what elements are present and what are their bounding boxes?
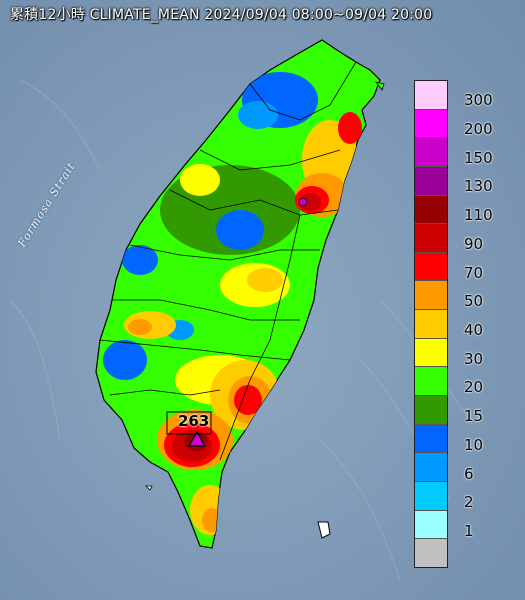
legend-swatch xyxy=(415,510,447,540)
legend-swatch xyxy=(415,539,447,567)
legend-label: 200 xyxy=(464,120,493,139)
legend-label: 130 xyxy=(464,177,493,196)
rain-zone-6 xyxy=(238,101,278,129)
legend-labels: 300 200 150 130 110 90 70 50 40 30 20 15 10 6 2 1 xyxy=(456,80,516,568)
county-boundaries xyxy=(99,61,357,461)
legend-swatch xyxy=(415,338,447,368)
legend-swatch xyxy=(415,81,447,110)
legend-label: 70 xyxy=(464,263,484,282)
legend-swatch xyxy=(415,138,447,167)
legend-label: 40 xyxy=(464,321,484,339)
legend-swatch xyxy=(415,367,447,397)
rain-zone-30 xyxy=(180,164,220,196)
ocean-texture xyxy=(9,79,471,581)
legend-swatch xyxy=(415,424,447,454)
legend-label: 10 xyxy=(464,435,484,454)
legend-label: 50 xyxy=(464,292,484,311)
green-island xyxy=(317,521,331,539)
rain-zone-40 xyxy=(247,268,283,292)
hotspot-marker xyxy=(298,197,308,207)
orchid-island xyxy=(145,485,153,491)
rain-zone-10 xyxy=(122,245,158,275)
rain-zone-10 xyxy=(216,210,264,250)
legend-label: 110 xyxy=(464,206,493,225)
legend-label: 30 xyxy=(464,349,484,368)
legend-label: 2 xyxy=(464,493,474,512)
map-title: 累積12小時 CLIMATE_MEAN 2024/09/04 08:00~09/… xyxy=(10,7,433,23)
legend-swatch xyxy=(415,310,447,339)
legend-swatch xyxy=(415,109,447,139)
peak-value-label: 263 xyxy=(178,412,210,430)
peak-marker xyxy=(166,411,212,447)
legend-label: 15 xyxy=(464,407,484,426)
rain-zone-70 xyxy=(234,385,262,415)
legend-swatch xyxy=(415,224,447,253)
legend-swatch xyxy=(415,195,447,225)
rain-zone-90 xyxy=(299,193,321,211)
legend-label: 20 xyxy=(464,378,484,397)
legend-swatch xyxy=(415,281,447,311)
rain-zone-70 xyxy=(338,112,362,144)
rain-zone-50 xyxy=(128,319,152,335)
legend-swatch xyxy=(415,453,447,482)
rain-zone-10 xyxy=(103,340,147,380)
legend-label: 90 xyxy=(464,234,484,253)
kuei-shan-island xyxy=(375,81,385,91)
legend-label: 300 xyxy=(464,91,493,110)
legend-label: 6 xyxy=(464,464,474,483)
legend-swatch xyxy=(415,166,447,196)
legend-swatch xyxy=(415,396,447,425)
color-legend xyxy=(414,80,448,568)
legend-label: 150 xyxy=(464,148,493,167)
legend-label: 1 xyxy=(464,521,474,540)
legend-swatch xyxy=(415,252,447,282)
legend-swatch xyxy=(415,481,447,511)
